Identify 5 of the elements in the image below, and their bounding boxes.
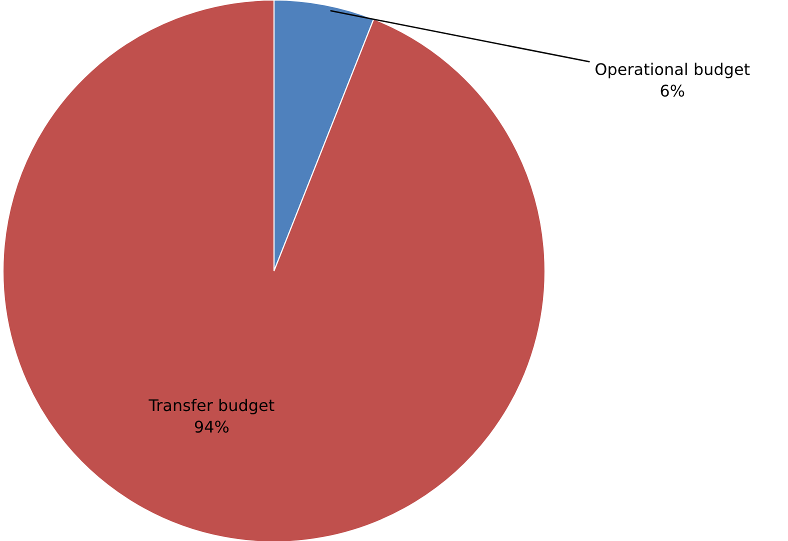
data-label: 94% (194, 420, 229, 433)
data-label: 6% (660, 84, 684, 97)
pie-slice (2, 0, 546, 541)
slice-label: Transfer budget (148, 398, 274, 414)
slice-label: Operational budget (596, 62, 750, 78)
